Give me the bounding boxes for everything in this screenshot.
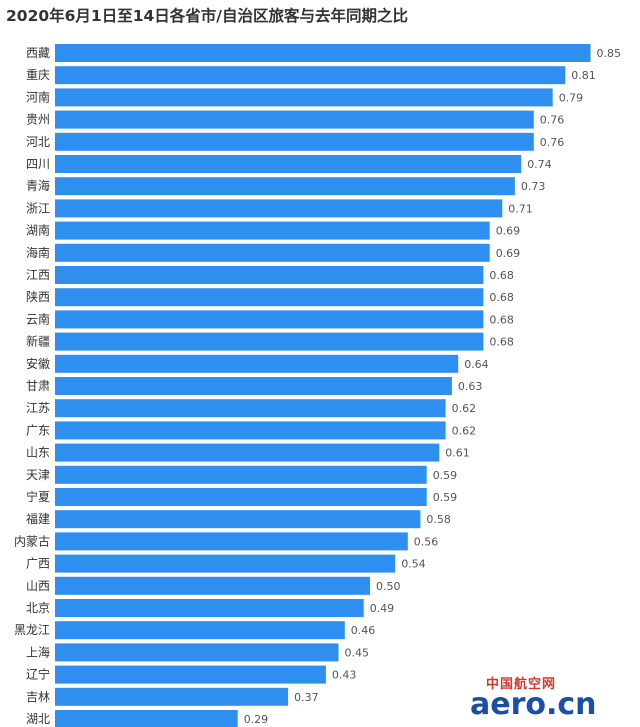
category-label: 辽宁 xyxy=(26,667,50,682)
value-label: 0.69 xyxy=(496,247,521,260)
bar-12 xyxy=(55,310,484,329)
value-label: 0.62 xyxy=(452,402,477,415)
bar-8 xyxy=(55,221,490,240)
category-label: 上海 xyxy=(26,644,50,659)
bar-16 xyxy=(55,399,446,418)
value-label: 0.37 xyxy=(294,691,319,704)
category-label: 山西 xyxy=(26,579,50,593)
category-label: 黑龙江 xyxy=(14,623,50,637)
value-label: 0.76 xyxy=(540,136,565,149)
category-label: 内蒙古 xyxy=(14,533,50,548)
bar-27 xyxy=(55,643,339,662)
category-label: 贵州 xyxy=(26,113,50,127)
bar-6 xyxy=(55,177,515,196)
value-label: 0.68 xyxy=(489,336,514,349)
category-label: 浙江 xyxy=(26,201,50,215)
value-label: 0.69 xyxy=(496,225,521,238)
bar-30 xyxy=(55,710,238,727)
value-label: 0.59 xyxy=(433,491,458,504)
watermark-logo: 中国航空网 aero.cn xyxy=(470,673,630,722)
bar-10 xyxy=(55,266,484,284)
bar-7 xyxy=(55,199,503,218)
category-label: 湖南 xyxy=(26,223,50,238)
value-label: 0.50 xyxy=(376,580,401,593)
bar-15 xyxy=(55,377,452,395)
bar-3 xyxy=(55,110,534,129)
value-label: 0.68 xyxy=(489,291,514,304)
value-label: 0.71 xyxy=(508,202,533,215)
bar-5 xyxy=(55,155,522,173)
category-label: 云南 xyxy=(26,311,50,326)
watermark-en: aero.cn xyxy=(470,687,597,722)
category-label: 重庆 xyxy=(26,68,50,82)
category-label: 吉林 xyxy=(26,690,50,704)
category-label: 四川 xyxy=(26,157,50,171)
bar-18 xyxy=(55,443,440,462)
value-label: 0.62 xyxy=(452,424,477,437)
bar-23 xyxy=(55,554,396,573)
value-label: 0.76 xyxy=(540,114,565,127)
value-label: 0.68 xyxy=(489,313,514,326)
value-label: 0.64 xyxy=(464,358,489,371)
bar-2 xyxy=(55,88,553,107)
category-label: 北京 xyxy=(26,601,50,615)
value-label: 0.54 xyxy=(401,558,426,571)
bar-4 xyxy=(55,132,534,151)
bar-9 xyxy=(55,243,490,262)
bar-22 xyxy=(55,532,408,551)
bar-20 xyxy=(55,488,427,506)
value-label: 0.68 xyxy=(489,269,514,282)
value-label: 0.81 xyxy=(571,69,596,82)
bar-26 xyxy=(55,621,345,640)
category-label: 河南 xyxy=(26,89,50,104)
value-label: 0.73 xyxy=(521,180,546,193)
category-label: 青海 xyxy=(26,178,50,193)
bar-28 xyxy=(55,665,326,684)
category-label: 新疆 xyxy=(26,334,50,349)
value-label: 0.59 xyxy=(433,469,458,482)
bar-13 xyxy=(55,332,484,351)
category-label: 宁夏 xyxy=(26,489,50,504)
category-label: 江西 xyxy=(26,268,50,282)
bar-17 xyxy=(55,421,446,440)
category-label: 湖北 xyxy=(26,711,50,726)
bar-29 xyxy=(55,687,289,706)
value-label: 0.79 xyxy=(559,91,584,104)
category-label: 江苏 xyxy=(26,401,50,415)
category-label: 福建 xyxy=(26,511,50,526)
value-label: 0.58 xyxy=(426,513,451,526)
bar-0 xyxy=(55,44,591,62)
chart-title: 2020年6月1日至14日各省市/自治区旅客与去年同期之比 xyxy=(6,7,408,25)
watermark-cn: 中国航空网 xyxy=(486,677,557,692)
category-label: 海南 xyxy=(26,245,50,260)
value-label: 0.74 xyxy=(527,158,552,171)
bar-24 xyxy=(55,576,370,595)
value-label: 0.46 xyxy=(351,624,376,637)
bar-25 xyxy=(55,599,364,617)
category-label: 安徽 xyxy=(26,356,50,371)
value-label: 0.85 xyxy=(597,47,622,60)
value-label: 0.56 xyxy=(414,535,439,548)
category-label: 天津 xyxy=(26,468,50,482)
bar-14 xyxy=(55,354,459,373)
value-label: 0.49 xyxy=(370,602,395,615)
category-label: 广西 xyxy=(26,557,50,571)
value-label: 0.45 xyxy=(345,646,370,659)
bar-1 xyxy=(55,66,566,85)
category-label: 西藏 xyxy=(26,46,50,60)
category-label: 广东 xyxy=(26,423,50,437)
value-label: 0.43 xyxy=(332,669,357,682)
value-label: 0.63 xyxy=(458,380,483,393)
value-label: 0.61 xyxy=(445,447,470,460)
bar-19 xyxy=(55,465,427,484)
category-label: 山东 xyxy=(26,446,50,460)
category-label: 河北 xyxy=(26,135,50,149)
category-label: 甘肃 xyxy=(26,379,50,393)
value-label: 0.29 xyxy=(244,713,269,726)
bar-11 xyxy=(55,288,484,307)
category-label: 陕西 xyxy=(26,289,50,304)
bar-21 xyxy=(55,510,421,529)
